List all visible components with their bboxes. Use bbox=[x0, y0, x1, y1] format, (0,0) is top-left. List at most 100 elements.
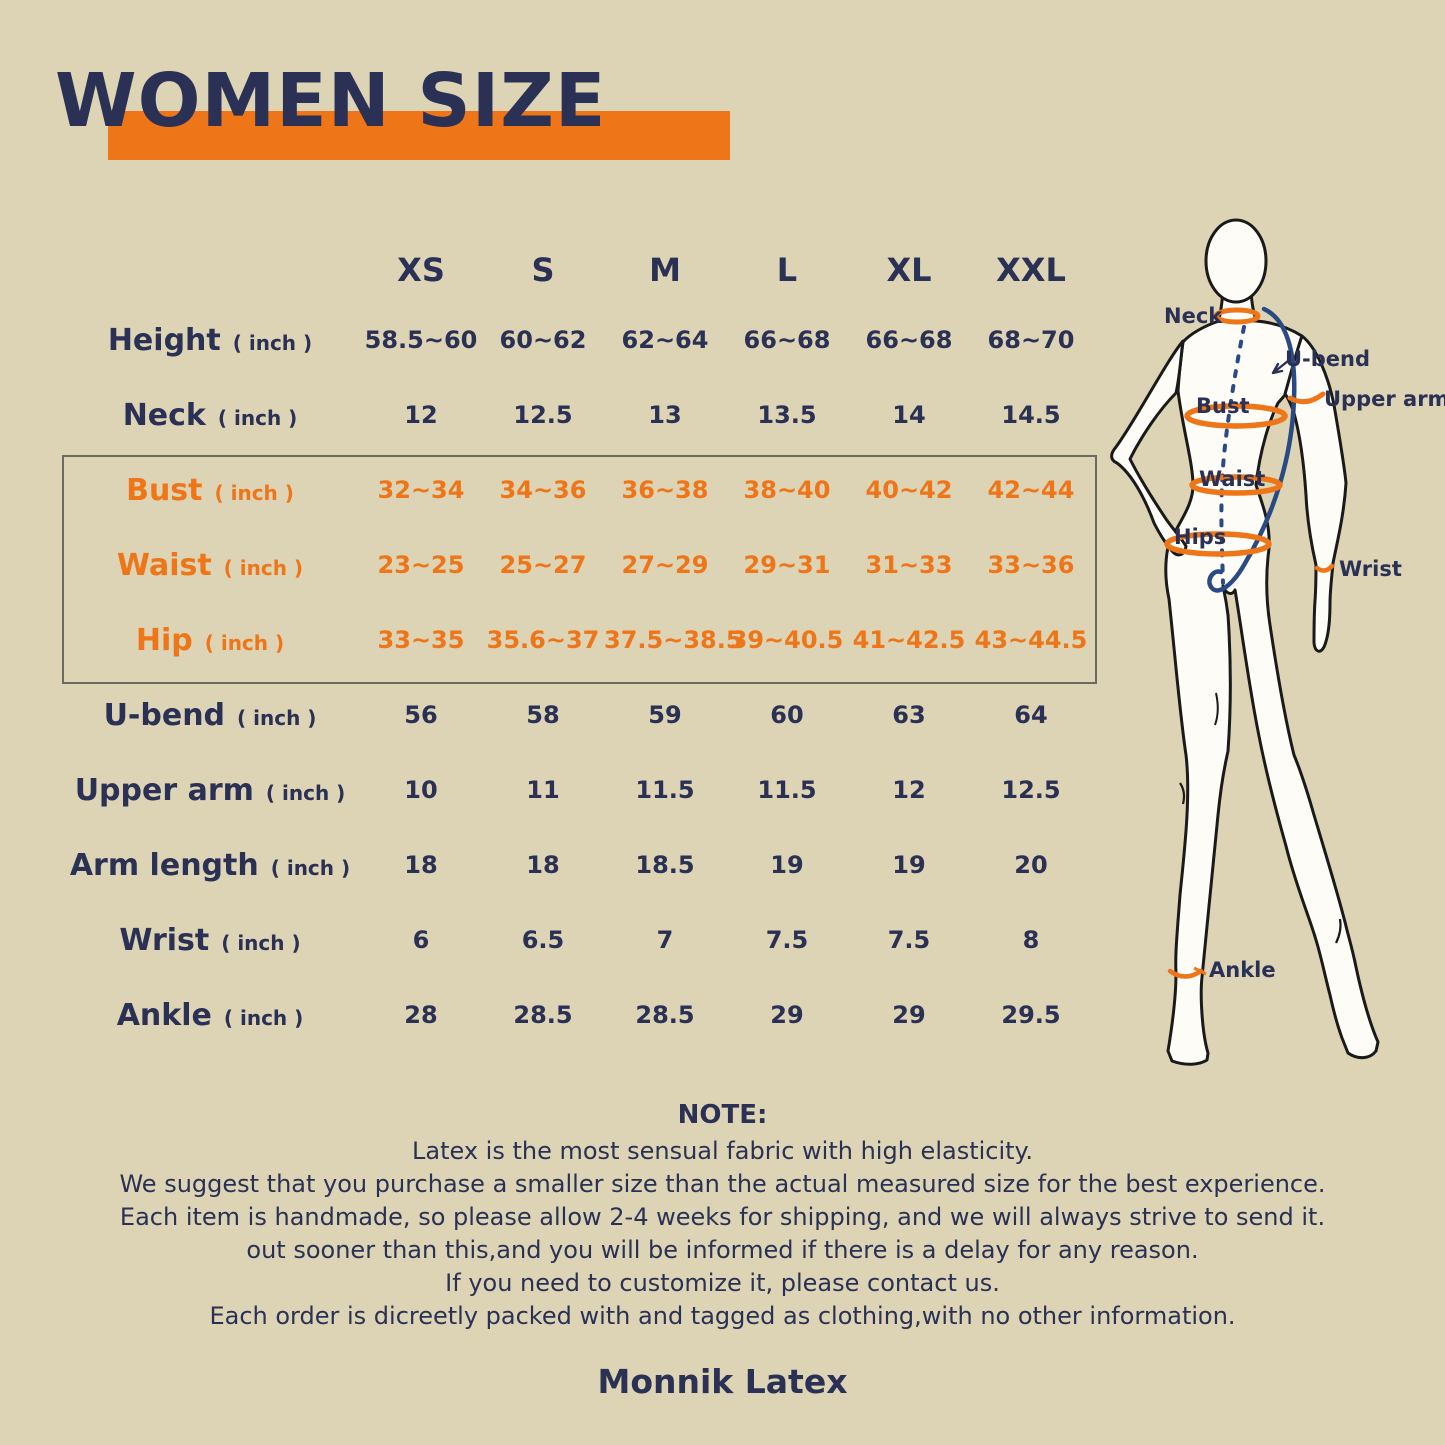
note-line: Each item is handmade, so please allow 2… bbox=[119, 1203, 1326, 1231]
note-line: Latex is the most sensual fabric with hi… bbox=[412, 1137, 1033, 1165]
table-cell: 31~33 bbox=[865, 551, 953, 579]
table-cell: 33~35 bbox=[377, 626, 465, 654]
table-cell: 12.5 bbox=[1001, 776, 1061, 804]
table-row-height: Height ( inch ) 58.5~60 60~62 62~64 66~68… bbox=[60, 319, 1092, 361]
row-label: Bust ( inch ) bbox=[60, 473, 360, 508]
highlight-box bbox=[62, 455, 1097, 684]
table-cell: 7.5 bbox=[765, 926, 809, 954]
table-row-neck: Neck ( inch ) 12 12.5 13 13.5 14 14.5 bbox=[60, 394, 1092, 436]
note-line: Each order is dicreetly packed with and … bbox=[209, 1302, 1236, 1330]
table-cell: 64 bbox=[1014, 701, 1048, 729]
ubend-curve bbox=[1207, 306, 1297, 593]
unit-label: ( inch ) bbox=[265, 780, 346, 805]
unit-label: ( inch ) bbox=[221, 930, 301, 955]
table-cell: 11.5 bbox=[635, 776, 695, 804]
figure-label-hips: Hips bbox=[1174, 525, 1226, 549]
table-cell: 12 bbox=[404, 401, 438, 429]
column-header-xs: XS bbox=[397, 251, 445, 289]
table-row-waist: Waist ( inch ) 23~25 25~27 27~29 29~31 31… bbox=[60, 544, 1092, 586]
waist-band bbox=[1189, 474, 1283, 496]
table-cell: 28.5 bbox=[513, 1001, 573, 1029]
row-label-text: Ankle bbox=[116, 997, 212, 1033]
table-row-hip: Hip ( inch ) 33~35 35.6~37 37.5~38.5 39~4… bbox=[60, 619, 1092, 661]
table-cell: 35.6~37 bbox=[486, 626, 600, 654]
note-heading: NOTE: bbox=[677, 1100, 768, 1130]
table-cell: 66~68 bbox=[743, 326, 831, 354]
column-header-m: M bbox=[649, 251, 681, 289]
upper-arm-band bbox=[1287, 391, 1326, 405]
table-cell: 6.5 bbox=[521, 926, 565, 954]
table-cell: 66~68 bbox=[865, 326, 953, 354]
unit-label: ( inch ) bbox=[237, 705, 317, 730]
ankle-leader-line bbox=[1193, 966, 1207, 976]
unit-label: ( inch ) bbox=[214, 480, 294, 505]
table-cell: 29 bbox=[770, 1001, 804, 1029]
figure-label-bust: Bust bbox=[1196, 394, 1250, 418]
table-row-upper-arm: Upper arm ( inch ) 10 11 11.5 11.5 12 12.… bbox=[60, 769, 1092, 811]
row-label-text: Neck bbox=[122, 397, 206, 433]
table-header-row: XS S M L XL XXL bbox=[60, 249, 1092, 291]
mannequin-figure: Neck U-bend Upper arm Bust Waist Hips Wr… bbox=[1110, 218, 1445, 1066]
table-cell: 68~70 bbox=[987, 326, 1075, 354]
table-cell: 14 bbox=[892, 401, 926, 429]
table-cell: 18.5 bbox=[635, 851, 695, 879]
row-label: Waist ( inch ) bbox=[60, 548, 360, 583]
row-label: Ankle ( inch ) bbox=[60, 998, 360, 1033]
wrist-band bbox=[1314, 563, 1335, 573]
row-label-text: Bust bbox=[126, 472, 203, 508]
column-header-xxl: XXL bbox=[996, 251, 1066, 289]
table-cell: 25~27 bbox=[499, 551, 587, 579]
table-cell: 37.5~38.5 bbox=[604, 626, 743, 654]
table-cell: 11.5 bbox=[757, 776, 817, 804]
mannequin-head bbox=[1204, 218, 1268, 304]
table-cell: 27~29 bbox=[621, 551, 709, 579]
waist-crease bbox=[1214, 692, 1219, 726]
row-label: Upper arm ( inch ) bbox=[60, 773, 360, 808]
table-cell: 33~36 bbox=[987, 551, 1075, 579]
table-cell: 58 bbox=[526, 701, 560, 729]
unit-label: ( inch ) bbox=[204, 630, 285, 655]
table-cell: 23~25 bbox=[377, 551, 465, 579]
note-line: We suggest that you purchase a smaller s… bbox=[119, 1170, 1326, 1198]
table-cell: 29 bbox=[892, 1001, 926, 1029]
row-label-text: U-bend bbox=[103, 697, 226, 733]
row-label-text: Hip bbox=[135, 622, 193, 658]
table-cell: 14.5 bbox=[1001, 401, 1061, 429]
row-label-text: Wrist bbox=[119, 922, 210, 958]
row-label: U-bend ( inch ) bbox=[60, 698, 360, 733]
table-cell: 56 bbox=[404, 701, 438, 729]
page-title: WOMEN SIZE bbox=[55, 58, 607, 144]
note-section: NOTE: Latex is the most sensual fabric w… bbox=[40, 1100, 1405, 1335]
table-cell: 40~42 bbox=[865, 476, 953, 504]
table-cell: 19 bbox=[770, 851, 804, 879]
ubend-arrow-icon bbox=[1271, 359, 1290, 375]
table-cell: 38~40 bbox=[743, 476, 831, 504]
table-cell: 62~64 bbox=[621, 326, 709, 354]
row-label: Wrist ( inch ) bbox=[60, 923, 360, 958]
row-label: Height ( inch ) bbox=[60, 323, 360, 358]
table-cell: 18 bbox=[526, 851, 560, 879]
figure-label-ubend: U-bend bbox=[1285, 347, 1370, 371]
mannequin-body bbox=[1164, 319, 1380, 1066]
size-figure-illustration: Neck U-bend Upper arm Bust Waist Hips Wr… bbox=[1080, 195, 1445, 1105]
table-cell: 41~42.5 bbox=[852, 626, 966, 654]
row-label: Arm length ( inch ) bbox=[60, 848, 360, 883]
table-cell: 28 bbox=[404, 1001, 438, 1029]
table-cell: 39~40.5 bbox=[730, 626, 844, 654]
table-cell: 10 bbox=[404, 776, 438, 804]
bust-band bbox=[1184, 403, 1288, 429]
table-row-wrist: Wrist ( inch ) 6 6.5 7 7.5 7.5 8 bbox=[60, 919, 1092, 961]
figure-label-upper-arm: Upper arm bbox=[1324, 387, 1445, 411]
table-cell: 58.5~60 bbox=[364, 326, 478, 354]
unit-label: ( inch ) bbox=[270, 855, 351, 880]
table-cell: 7.5 bbox=[887, 926, 931, 954]
table-cell: 63 bbox=[892, 701, 926, 729]
table-row-arm-length: Arm length ( inch ) 18 18 18.5 19 19 20 bbox=[60, 844, 1092, 886]
table-cell: 13.5 bbox=[757, 401, 817, 429]
table-cell: 7 bbox=[656, 926, 674, 954]
table-cell: 43~44.5 bbox=[974, 626, 1088, 654]
table-cell: 13 bbox=[648, 401, 682, 429]
row-label-text: Arm length bbox=[69, 847, 259, 883]
table-cell: 60 bbox=[770, 701, 804, 729]
note-line: If you need to customize it, please cont… bbox=[445, 1269, 1000, 1297]
